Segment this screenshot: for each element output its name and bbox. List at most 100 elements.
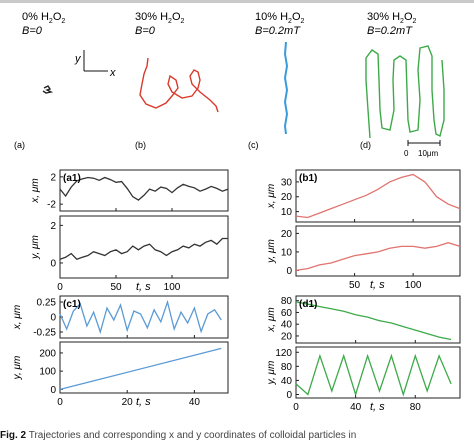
y-axis-label: x, μm xyxy=(266,184,277,209)
x-tick-label: 0 xyxy=(57,282,63,293)
y-axis-label: x, μm xyxy=(30,178,41,203)
series-line-top xyxy=(295,301,452,341)
label-a: (a) xyxy=(14,140,25,150)
x-tick-label: 40 xyxy=(189,397,201,408)
y-tick-label: 100 xyxy=(39,367,56,378)
y-axis-label: y, μm xyxy=(12,356,23,381)
header-subscript: 2 xyxy=(400,18,404,25)
header-a-field: B=0 xyxy=(22,25,43,37)
header-conc-text: 30% H xyxy=(367,11,400,23)
figure: 0% H2O2 B=0 30% H2O2 B=0 10% H2O2 B=0.2m… xyxy=(12,11,461,413)
y-axis-label: y, μm xyxy=(30,235,41,260)
figure-caption: Fig. 2 Trajectories and corresponding x … xyxy=(0,430,474,441)
y-tick-label: 20 xyxy=(281,229,293,240)
trajectory-d-path xyxy=(365,45,445,139)
header-a-concentration: 0% H2O2 xyxy=(22,11,65,25)
header-conc-text: 10% H xyxy=(255,11,288,23)
header-c-field: B=0.2mT xyxy=(255,25,301,37)
panel-label: (d1) xyxy=(299,299,317,310)
y-axis-letter: y xyxy=(74,53,82,65)
panel-c1: 0.25 0 -0.25 x, μm 200 100 0 y, μm (c1) 0 20 40 t, s xyxy=(12,295,229,408)
y-tick-label: 0 xyxy=(50,313,56,324)
y-tick-label: 80 xyxy=(281,296,293,307)
y-tick-label: 0 xyxy=(50,258,56,269)
header-subscript: 2 xyxy=(288,18,292,25)
caption-label: Fig. 2 xyxy=(0,430,27,441)
y-axis-label: y, μm xyxy=(266,361,277,386)
y-tick-label: -2 xyxy=(47,200,56,211)
trajectory-b-path xyxy=(139,57,219,113)
header-d-concentration: 30% H2O2 xyxy=(367,11,417,25)
y-tick-label: 200 xyxy=(39,348,56,359)
xy-axis-indicator: y x xyxy=(74,50,116,79)
panel-label: (c1) xyxy=(63,299,81,310)
plot-frame-top xyxy=(59,295,229,339)
x-tick-label: 100 xyxy=(405,280,422,291)
y-tick-label: 0.25 xyxy=(37,298,57,309)
y-tick-label: -0.25 xyxy=(33,328,56,339)
header-d-field: B=0.2mT xyxy=(367,25,413,37)
header-subscript: 2 xyxy=(413,18,417,25)
x-tick-label: 50 xyxy=(349,280,361,291)
trajectory-headers: 0% H2O2 B=0 30% H2O2 B=0 10% H2O2 B=0.2m… xyxy=(22,11,417,37)
y-tick-label: 30 xyxy=(281,177,293,188)
y-tick-label: 20 xyxy=(281,331,293,342)
y-axis-label: x, μm xyxy=(12,305,23,330)
header-b-concentration: 30% H2O2 xyxy=(135,11,185,25)
y-tick-label: 0 xyxy=(50,385,56,396)
y-tick-label: 0 xyxy=(286,266,292,277)
header-c-concentration: 10% H2O2 xyxy=(255,11,305,25)
y-axis-label: y, μm xyxy=(266,239,277,264)
series-line-bottom xyxy=(59,347,222,391)
panel-label: (b1) xyxy=(299,173,317,184)
plot-frame-bottom xyxy=(59,341,229,394)
caption-text: Trajectories and corresponding x and y c… xyxy=(28,430,357,441)
header-oxygen: O xyxy=(404,11,413,23)
label-d: (d) xyxy=(360,140,371,150)
y-tick-label: 10 xyxy=(281,247,293,258)
plot-frame-bottom xyxy=(295,346,461,399)
x-tick-label: 40 xyxy=(350,402,362,413)
y-tick-label: 10 xyxy=(281,207,293,218)
y-tick-label: 2 xyxy=(50,221,56,232)
trajectory-a-path xyxy=(42,85,54,94)
header-subscript: 2 xyxy=(181,18,185,25)
y-tick-label: 40 xyxy=(281,376,293,387)
x-axis-label: t, s xyxy=(136,396,151,408)
header-subscript: 2 xyxy=(168,18,172,25)
y-axis-label: x, μm xyxy=(266,307,277,332)
x-axis-label: t, s xyxy=(136,281,151,293)
y-tick-label: 2 xyxy=(50,172,56,183)
series-line-bottom xyxy=(295,242,461,272)
y-tick-label: 120 xyxy=(275,348,292,359)
plot-frame-top xyxy=(295,295,461,344)
label-b: (b) xyxy=(135,140,146,150)
header-subscript: 2 xyxy=(301,18,305,25)
panel-a1: 2 -2 x, μm 2 0 y, μm (a1) 0 50 100 t, s xyxy=(30,169,229,293)
y-tick-label: 80 xyxy=(281,362,293,373)
scale-bar-zero: 0 xyxy=(404,149,409,158)
y-tick-label: 40 xyxy=(281,320,293,331)
panel-label: (a1) xyxy=(63,173,81,184)
y-tick-label: 20 xyxy=(281,192,293,203)
top-border xyxy=(0,0,474,3)
x-tick-label: 0 xyxy=(293,402,299,413)
plot-frame-bottom xyxy=(59,215,229,279)
x-tick-label: 50 xyxy=(110,282,122,293)
header-subscript: 2 xyxy=(61,18,65,25)
series-line-top xyxy=(59,176,229,201)
x-tick-label: 80 xyxy=(410,402,422,413)
series-line-bottom xyxy=(295,353,452,397)
header-oxygen: O xyxy=(292,11,301,23)
plot-frame-top xyxy=(59,169,229,212)
x-axis-label: t, s xyxy=(370,401,385,413)
header-oxygen: O xyxy=(172,11,181,23)
x-tick-label: 0 xyxy=(57,397,63,408)
x-tick-label: 100 xyxy=(164,282,181,293)
y-tick-label: 0 xyxy=(286,390,292,401)
scale-bar: 0 10μm xyxy=(404,140,441,158)
series-line-top xyxy=(295,173,461,219)
label-c: (c) xyxy=(248,140,259,150)
